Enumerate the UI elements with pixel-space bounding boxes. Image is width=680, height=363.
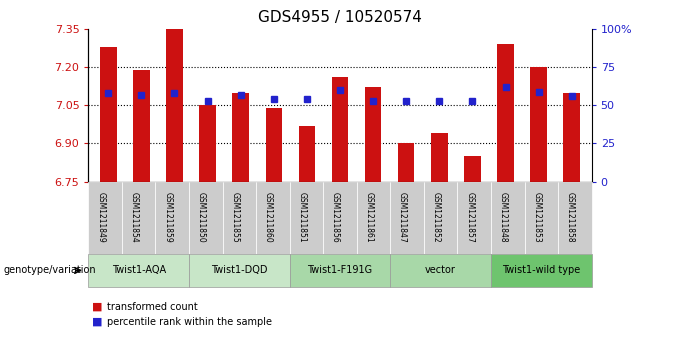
Text: GSM1211857: GSM1211857 — [465, 192, 474, 243]
Bar — [398, 143, 415, 182]
Text: GSM1211861: GSM1211861 — [364, 192, 373, 243]
Text: GSM1211851: GSM1211851 — [297, 192, 307, 243]
Text: vector: vector — [425, 265, 456, 276]
Text: Twist1-wild type: Twist1-wild type — [502, 265, 581, 276]
Bar — [299, 126, 315, 182]
Text: GSM1211849: GSM1211849 — [96, 192, 105, 243]
Bar — [497, 44, 514, 182]
Bar — [166, 29, 183, 182]
Bar — [100, 47, 116, 182]
Bar — [233, 93, 249, 182]
Bar — [564, 93, 580, 182]
Text: ■: ■ — [92, 302, 102, 312]
Text: transformed count: transformed count — [107, 302, 197, 312]
Text: GSM1211847: GSM1211847 — [398, 192, 407, 243]
Text: percentile rank within the sample: percentile rank within the sample — [107, 317, 272, 327]
Bar — [265, 108, 282, 182]
Bar — [530, 67, 547, 182]
Text: GSM1211850: GSM1211850 — [197, 192, 206, 243]
Bar — [199, 105, 216, 182]
Text: GSM1211860: GSM1211860 — [264, 192, 273, 243]
Bar — [464, 156, 481, 182]
Text: GSM1211855: GSM1211855 — [231, 192, 239, 243]
Text: GSM1211858: GSM1211858 — [566, 192, 575, 243]
Bar — [431, 133, 447, 182]
Bar — [365, 87, 381, 182]
Bar — [133, 70, 150, 182]
Bar — [332, 77, 348, 182]
Text: GSM1211852: GSM1211852 — [432, 192, 441, 243]
Text: GSM1211853: GSM1211853 — [532, 192, 541, 243]
Text: GSM1211854: GSM1211854 — [130, 192, 139, 243]
Text: ■: ■ — [92, 317, 102, 327]
Text: GSM1211856: GSM1211856 — [331, 192, 340, 243]
Text: Twist1-AQA: Twist1-AQA — [112, 265, 166, 276]
Text: genotype/variation: genotype/variation — [3, 265, 96, 276]
Text: Twist1-F191G: Twist1-F191G — [307, 265, 373, 276]
Text: GSM1211859: GSM1211859 — [163, 192, 172, 243]
Text: Twist1-DQD: Twist1-DQD — [211, 265, 268, 276]
Text: GSM1211848: GSM1211848 — [498, 192, 508, 243]
Title: GDS4955 / 10520574: GDS4955 / 10520574 — [258, 10, 422, 25]
